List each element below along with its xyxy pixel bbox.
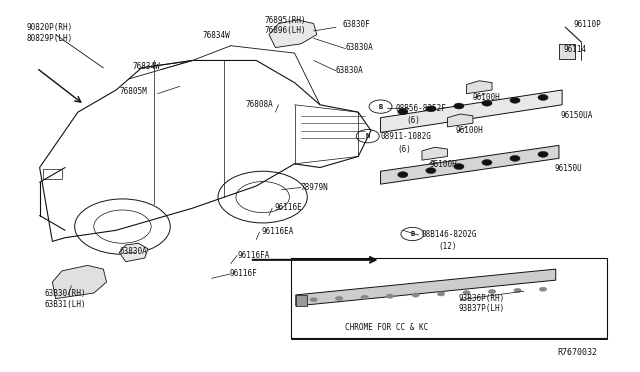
Circle shape <box>538 151 548 157</box>
Text: 63830A: 63830A <box>336 66 364 75</box>
Circle shape <box>488 289 496 294</box>
Circle shape <box>387 294 394 298</box>
Polygon shape <box>269 20 317 48</box>
Circle shape <box>482 100 492 106</box>
Text: 76834W: 76834W <box>202 31 230 40</box>
Text: (6): (6) <box>397 145 412 154</box>
Polygon shape <box>296 269 556 306</box>
Text: 96110P: 96110P <box>573 20 602 29</box>
Circle shape <box>540 287 547 291</box>
Text: CHROME FOR CC & KC: CHROME FOR CC & KC <box>346 323 429 331</box>
Circle shape <box>482 160 492 166</box>
Bar <box>43 169 62 179</box>
Text: 96150UA: 96150UA <box>561 110 593 120</box>
Text: 96150U: 96150U <box>554 164 582 173</box>
Text: 96116FA: 96116FA <box>237 251 269 260</box>
Text: 78979N: 78979N <box>301 183 328 192</box>
Text: 08B56-8252F: 08B56-8252F <box>395 104 446 113</box>
Polygon shape <box>467 81 492 94</box>
Text: 76895(RH): 76895(RH) <box>264 16 306 25</box>
Text: 96116EA: 96116EA <box>261 227 294 235</box>
Circle shape <box>310 298 317 302</box>
Circle shape <box>335 296 343 301</box>
Polygon shape <box>119 243 148 262</box>
Text: 96116E: 96116E <box>274 202 302 212</box>
Text: 76805M: 76805M <box>119 87 147 96</box>
Polygon shape <box>381 145 559 184</box>
Polygon shape <box>52 265 106 299</box>
Bar <box>296 295 307 306</box>
Circle shape <box>397 172 408 177</box>
Text: B: B <box>410 231 415 237</box>
Circle shape <box>437 292 445 296</box>
Text: 76808A: 76808A <box>246 100 273 109</box>
Text: 08B146-8202G: 08B146-8202G <box>422 230 477 239</box>
Text: 63830F: 63830F <box>342 20 370 29</box>
Text: 63830A: 63830A <box>346 43 373 52</box>
Polygon shape <box>422 147 447 160</box>
Circle shape <box>454 164 464 170</box>
Circle shape <box>426 106 436 112</box>
Text: 96114: 96114 <box>563 45 586 54</box>
Text: 93B37P(LH): 93B37P(LH) <box>459 304 505 314</box>
Text: 80829P(LH): 80829P(LH) <box>27 34 73 43</box>
Text: 76834W: 76834W <box>132 61 160 71</box>
Text: 63B30(RH): 63B30(RH) <box>45 289 86 298</box>
Circle shape <box>426 168 436 174</box>
Text: 63B31(LH): 63B31(LH) <box>45 300 86 309</box>
Circle shape <box>454 103 464 109</box>
Text: 96100H: 96100H <box>429 160 458 169</box>
Circle shape <box>397 109 408 115</box>
Text: (12): (12) <box>438 243 456 251</box>
Circle shape <box>538 94 548 100</box>
Text: 63830A: 63830A <box>119 247 147 256</box>
Polygon shape <box>381 90 562 132</box>
Text: 90820P(RH): 90820P(RH) <box>27 23 73 32</box>
Circle shape <box>463 291 470 295</box>
Text: 96100H: 96100H <box>473 93 500 102</box>
Circle shape <box>412 293 419 297</box>
Polygon shape <box>447 114 473 127</box>
Circle shape <box>510 155 520 161</box>
Circle shape <box>510 97 520 103</box>
Text: 96100H: 96100H <box>455 126 483 135</box>
Text: (6): (6) <box>406 116 420 125</box>
Text: R7670032: R7670032 <box>557 348 597 357</box>
Bar <box>559 44 575 59</box>
Text: 76896(LH): 76896(LH) <box>264 26 306 35</box>
Text: 96116F: 96116F <box>230 269 257 278</box>
Text: 93B36P(RH): 93B36P(RH) <box>459 294 505 303</box>
Text: N: N <box>365 133 370 139</box>
Circle shape <box>361 295 369 299</box>
Circle shape <box>514 288 522 293</box>
Text: 08911-1082G: 08911-1082G <box>381 132 431 141</box>
Text: B: B <box>378 104 383 110</box>
